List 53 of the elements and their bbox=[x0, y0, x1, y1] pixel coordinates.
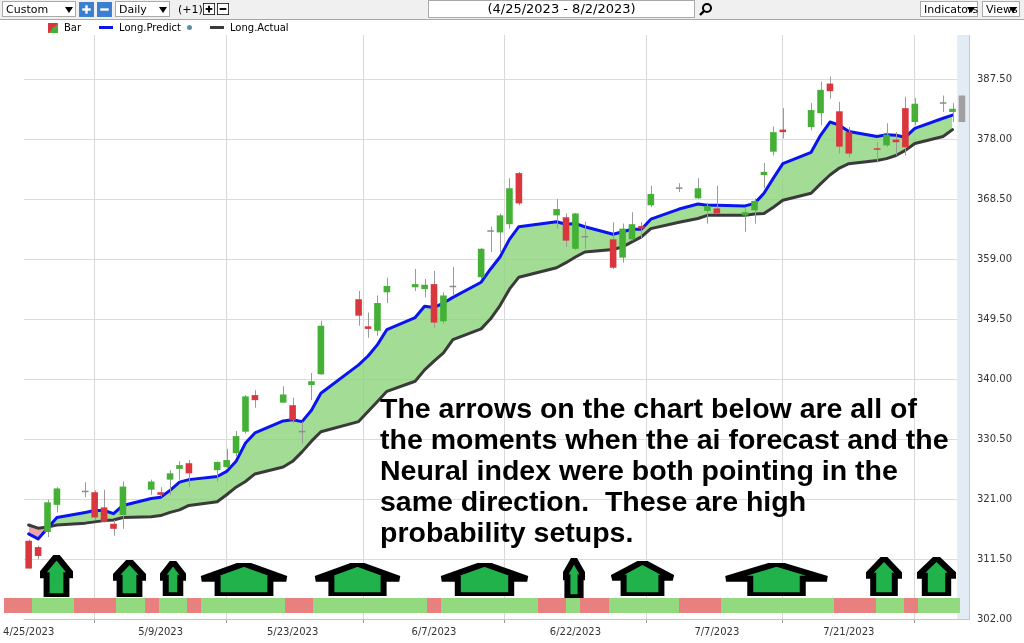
candlestick bbox=[713, 185, 721, 214]
text: Custom bbox=[2, 1, 76, 17]
candlestick bbox=[496, 212, 504, 253]
y-tick-label: 368.50 bbox=[977, 193, 1013, 205]
chart-title: (4/25/2023 - 8/2/2023) bbox=[428, 0, 695, 18]
candlestick bbox=[421, 278, 428, 298]
candlestick bbox=[807, 102, 815, 131]
x-tick-label: 6/22/2023 bbox=[549, 625, 602, 637]
y-tick-label: 349.50 bbox=[977, 313, 1013, 325]
y-tick-label: 321.00 bbox=[977, 492, 1013, 504]
y-tick-label: 378.00 bbox=[977, 133, 1013, 145]
candlestick bbox=[176, 460, 183, 481]
annotation: The arrows on the chart below are all of the moments when the ai forecast and the Neural index were both pointing in the same direction. These are high probability setups. bbox=[380, 392, 950, 548]
candlestick bbox=[487, 226, 494, 253]
x-tick-label: 4/25/2023 bbox=[3, 625, 55, 637]
candlestick bbox=[817, 81, 824, 126]
x-tick-label: 6/7/2023 bbox=[411, 625, 457, 637]
candlestick bbox=[628, 211, 636, 242]
x-tick-label: 7/7/2023 bbox=[694, 625, 740, 637]
candlestick bbox=[185, 459, 193, 488]
candlestick bbox=[751, 197, 758, 225]
candlestick bbox=[289, 397, 296, 424]
y-tick-label: 340.00 bbox=[977, 372, 1013, 384]
candlestick bbox=[364, 312, 372, 339]
candlestick bbox=[704, 202, 711, 225]
y-tick-label: 330.50 bbox=[977, 432, 1013, 444]
legend-label: Long.Predict bbox=[119, 22, 181, 33]
text: Daily bbox=[115, 1, 170, 17]
candlestick bbox=[562, 212, 570, 248]
candlestick bbox=[949, 102, 956, 123]
x-tick-label: 5/9/2023 bbox=[138, 625, 184, 637]
candlestick bbox=[166, 469, 174, 496]
y-tick-label: 302.00 bbox=[977, 612, 1013, 624]
candlestick bbox=[100, 489, 108, 524]
candlestick bbox=[308, 372, 315, 401]
y-tick-label: 359.00 bbox=[977, 253, 1013, 265]
y-tick-label: 311.50 bbox=[977, 552, 1013, 564]
candlestick bbox=[694, 177, 702, 200]
candlestick bbox=[553, 198, 560, 230]
candlestick bbox=[223, 448, 230, 470]
legend-label: Long.Actual bbox=[229, 22, 289, 33]
text: (+1) bbox=[178, 2, 203, 18]
x-tick-label: 5/23/2023 bbox=[266, 625, 319, 637]
candlestick bbox=[873, 141, 881, 163]
candlestick bbox=[53, 486, 61, 513]
candlestick bbox=[883, 122, 890, 148]
candlestick bbox=[770, 125, 777, 156]
x-tick-label: 7/21/2023 bbox=[823, 625, 875, 637]
legend-label: Bar bbox=[64, 22, 82, 33]
y-tick-label: 387.50 bbox=[977, 73, 1013, 85]
candlestick bbox=[845, 126, 853, 158]
candlestick bbox=[355, 290, 362, 327]
candlestick bbox=[232, 430, 240, 457]
